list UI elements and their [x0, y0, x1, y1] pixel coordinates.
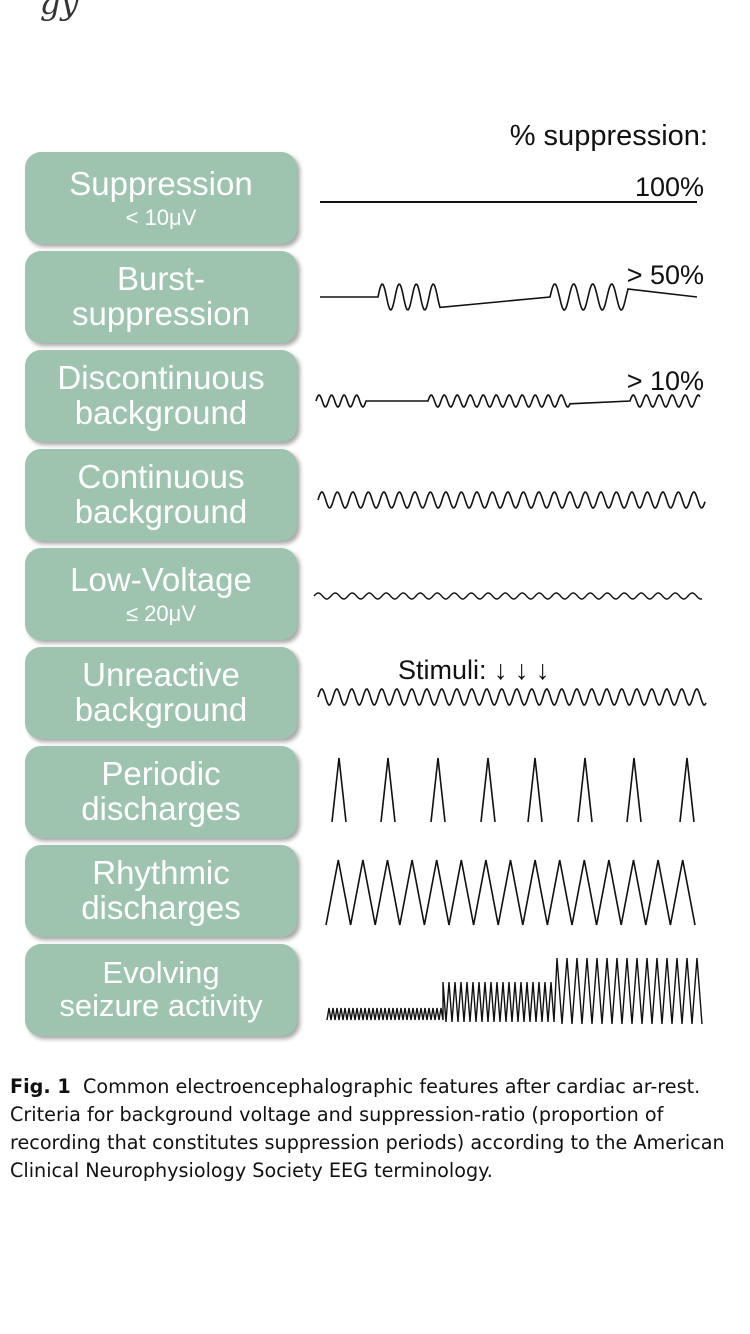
box-title-evolving: Evolving seizure activity	[59, 955, 263, 1023]
box-title-rhythmic: Rhythmic discharges	[81, 854, 241, 926]
box-title-continuous: Continuous background	[74, 458, 248, 530]
figure-caption: Fig. 1 Common electroencephalographic fe…	[10, 1073, 740, 1185]
box-title-low-voltage: Low-Voltage	[70, 561, 252, 599]
box-discontinuous: Discontinuous background	[25, 350, 297, 442]
box-burst-suppression: Burst- suppression	[25, 251, 297, 343]
box-evolving: Evolving seizure activity	[25, 944, 297, 1036]
box-title-periodic: Periodic discharges	[81, 755, 241, 827]
trace-low-voltage	[313, 592, 703, 600]
box-periodic: Periodic discharges	[25, 746, 297, 838]
box-sub-low-voltage: ≤ 20μV	[125, 600, 196, 626]
suppression-header: % suppression:	[509, 120, 708, 152]
label-50-percent: > 50%	[626, 260, 704, 290]
box-title-discontinuous: Discontinuous background	[57, 359, 265, 431]
caption-fig-label: Fig. 1	[10, 1075, 71, 1098]
label-stimuli: Stimuli: ↓ ↓ ↓	[398, 655, 550, 685]
caption-text: Common electroencephalographic features …	[10, 1075, 725, 1182]
trace-continuous	[317, 491, 706, 509]
box-title-unreactive: Unreactive background	[74, 656, 248, 728]
top-cut-text: gy	[40, 0, 79, 22]
trace-unreactive	[317, 688, 707, 706]
box-low-voltage: Low-Voltage ≤ 20μV	[25, 548, 297, 640]
trace-burst-suppression	[320, 283, 698, 311]
trace-periodic	[331, 757, 695, 823]
box-title-burst-suppression: Burst- suppression	[72, 260, 250, 332]
box-title-suppression: Suppression	[69, 165, 253, 203]
box-rhythmic: Rhythmic discharges	[25, 845, 297, 937]
box-suppression: Suppression < 10μV	[25, 152, 297, 244]
label-10-percent: > 10%	[626, 366, 704, 396]
label-100-percent: 100%	[634, 172, 704, 202]
box-unreactive: Unreactive background	[25, 647, 297, 739]
box-sub-suppression: < 10μV	[125, 204, 197, 230]
box-continuous: Continuous background	[25, 449, 297, 541]
trace-discontinuous	[315, 394, 701, 408]
trace-rhythmic	[325, 859, 696, 926]
trace-evolving	[326, 957, 703, 1025]
eeg-traces	[313, 201, 707, 1025]
